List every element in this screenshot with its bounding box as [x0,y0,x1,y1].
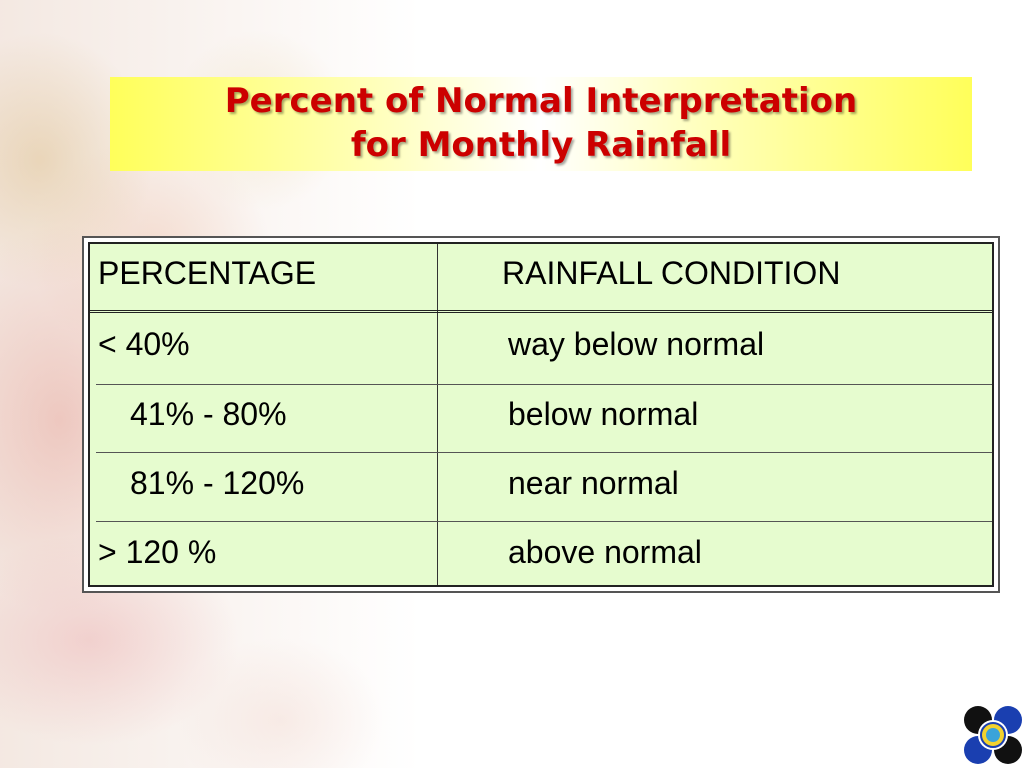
rainfall-table-body: PERCENTAGE RAINFALL CONDITION < 40% way … [88,242,994,587]
row-percentage: < 40% [98,326,190,362]
pagasa-logo-icon [962,704,1024,766]
slide-title: Percent of Normal Interpretation for Mon… [110,77,972,171]
title-line-1: Percent of Normal Interpretation [224,81,858,121]
row-percentage: 41% - 80% [130,396,287,432]
row-condition: near normal [508,465,679,501]
row-separator [96,521,992,522]
row-condition: above normal [508,534,702,570]
header-rainfall-condition: RAINFALL CONDITION [502,255,841,291]
table-header-row: PERCENTAGE RAINFALL CONDITION [90,244,992,313]
header-percentage: PERCENTAGE [98,255,317,291]
rainfall-table: PERCENTAGE RAINFALL CONDITION < 40% way … [82,236,1000,593]
row-condition: below normal [508,396,699,432]
row-condition: way below normal [508,326,765,362]
row-percentage: > 120 % [98,534,217,570]
row-separator [96,384,992,385]
row-percentage: 81% - 120% [130,465,305,501]
column-divider [437,244,438,585]
title-line-2: for Monthly Rainfall [350,125,732,165]
row-separator [96,452,992,453]
